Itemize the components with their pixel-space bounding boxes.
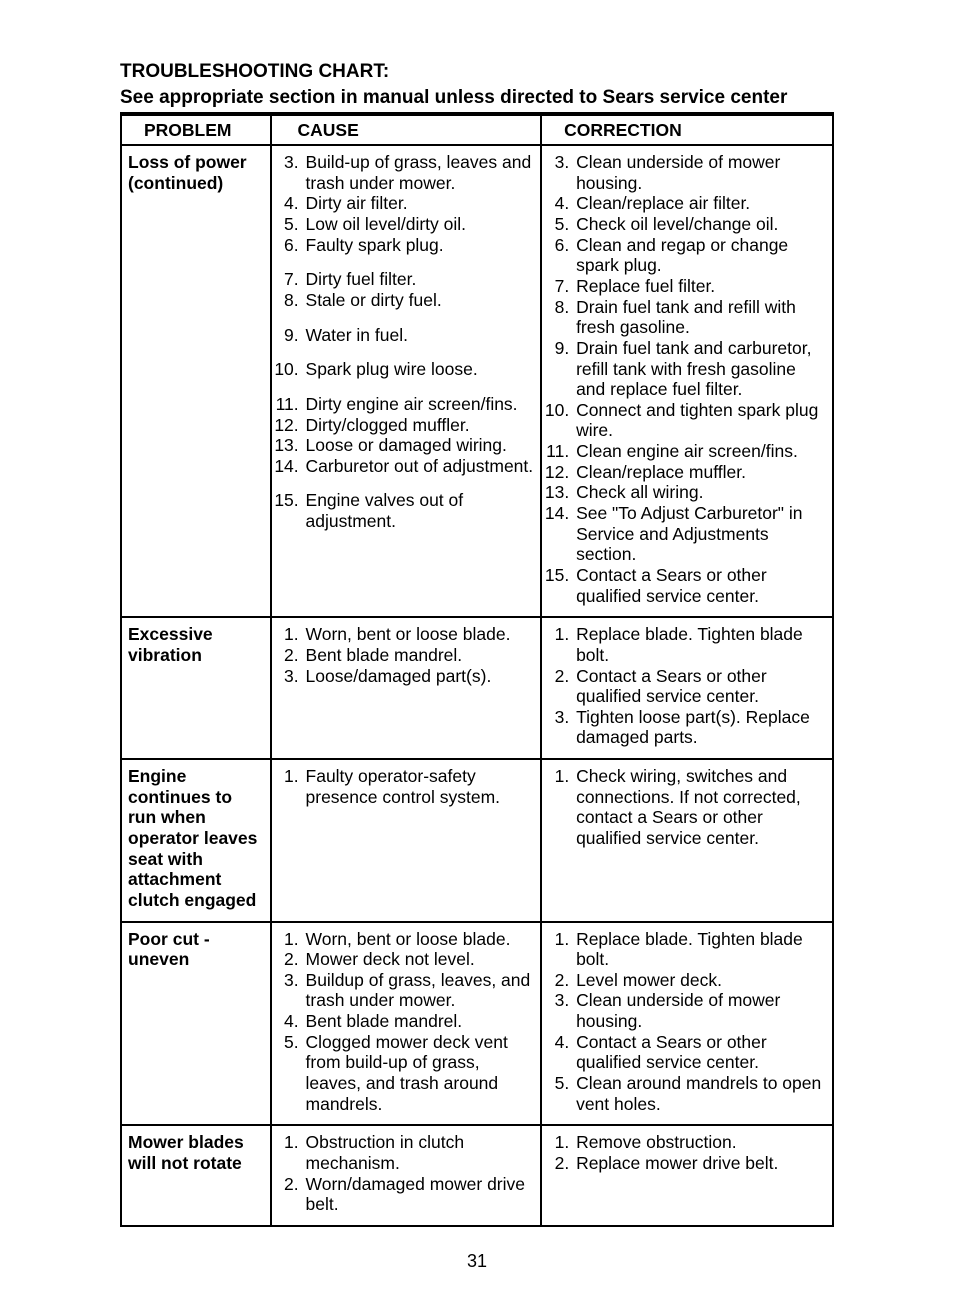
cause-item: Low oil level/dirty oil. xyxy=(304,214,535,235)
correction-item: Clean/replace muffler. xyxy=(574,462,826,483)
correction-item: Connect and tighten spark plug wire. xyxy=(574,400,826,441)
cause-item: Obstruction in clutch mechanism. xyxy=(304,1132,535,1173)
correction-item: Check oil level/change oil. xyxy=(574,214,826,235)
cause-item: Worn/damaged mower drive belt. xyxy=(304,1174,535,1215)
cause-item: Bent blade mandrel. xyxy=(304,1011,535,1032)
col-header-correction: CORRECTION xyxy=(541,115,833,146)
correction-cell: Clean underside of mower housing.Clean/r… xyxy=(541,145,833,617)
correction-item: Replace fuel filter. xyxy=(574,276,826,297)
problem-cell: Loss of power (continued) xyxy=(121,145,271,617)
cause-cell: Build-up of grass, leaves and trash unde… xyxy=(271,145,542,617)
cause-item: Carburetor out of adjustment. xyxy=(304,456,535,477)
cause-item: Spark plug wire loose. xyxy=(304,359,535,380)
table-row: Poor cut - unevenWorn, bent or loose bla… xyxy=(121,922,833,1126)
cause-item: Dirty fuel filter. xyxy=(304,269,535,290)
correction-cell: Replace blade. Tighten blade bolt.Contac… xyxy=(541,617,833,759)
problem-cell: Mower blades will not rotate xyxy=(121,1125,271,1226)
correction-item: Clean underside of mower housing. xyxy=(574,990,826,1031)
correction-item: Drain fuel tank and refill with fresh ga… xyxy=(574,297,826,338)
cause-cell: Faulty operator-safety presence control … xyxy=(271,759,542,921)
cause-item: Worn, bent or loose blade. xyxy=(304,624,535,645)
correction-cell: Remove obstruction.Replace mower drive b… xyxy=(541,1125,833,1226)
cause-cell: Worn, bent or loose blade.Mower deck not… xyxy=(271,922,542,1126)
cause-item: Dirty/clogged muffler. xyxy=(304,415,535,436)
correction-cell: Check wiring, switches and connections. … xyxy=(541,759,833,921)
cause-item: Dirty engine air screen/fins. xyxy=(304,394,535,415)
problem-cell: Excessive vibration xyxy=(121,617,271,759)
correction-item: Clean/replace air filter. xyxy=(574,193,826,214)
correction-item: Contact a Sears or other qualified servi… xyxy=(574,1032,826,1073)
table-body: Loss of power (continued) Build-up of gra… xyxy=(121,145,833,1226)
cause-item: Stale or dirty fuel. xyxy=(304,290,535,311)
cause-item: Faulty spark plug. xyxy=(304,235,535,256)
chart-title: TROUBLESHOOTING CHART: xyxy=(120,60,834,84)
table-row: Engine continues to run when operator le… xyxy=(121,759,833,921)
correction-item: Clean around mandrels to open vent holes… xyxy=(574,1073,826,1114)
correction-item: Contact a Sears or other qualified servi… xyxy=(574,565,826,606)
table-row: Excessive vibrationWorn, bent or loose b… xyxy=(121,617,833,759)
correction-item: Level mower deck. xyxy=(574,970,826,991)
cause-item: Buildup of grass, leaves, and trash unde… xyxy=(304,970,535,1011)
cause-item: Bent blade mandrel. xyxy=(304,645,535,666)
cause-item: Engine valves out of adjustment. xyxy=(304,490,535,531)
cause-cell: Worn, bent or loose blade.Bent blade man… xyxy=(271,617,542,759)
correction-cell: Replace blade. Tighten blade bolt.Level … xyxy=(541,922,833,1126)
correction-item: Check all wiring. xyxy=(574,482,826,503)
table-header-row: PROBLEM CAUSE CORRECTION xyxy=(121,115,833,146)
correction-item: Check wiring, switches and connections. … xyxy=(574,766,826,849)
correction-item: Clean and regap or change spark plug. xyxy=(574,235,826,276)
correction-item: Replace blade. Tighten blade bolt. xyxy=(574,624,826,665)
correction-item: Remove obstruction. xyxy=(574,1132,826,1153)
col-header-problem: PROBLEM xyxy=(121,115,271,146)
col-header-cause: CAUSE xyxy=(271,115,542,146)
correction-item: Contact a Sears or other qualified servi… xyxy=(574,666,826,707)
problem-cell: Engine continues to run when operator le… xyxy=(121,759,271,921)
table-row: Loss of power (continued) Build-up of gra… xyxy=(121,145,833,617)
cause-item: Mower deck not level. xyxy=(304,949,535,970)
correction-item: Clean underside of mower housing. xyxy=(574,152,826,193)
correction-item: Tighten loose part(s). Replace damaged p… xyxy=(574,707,826,748)
correction-item: Clean engine air screen/fins. xyxy=(574,441,826,462)
page-number: 31 xyxy=(120,1251,834,1272)
table-row: Mower blades will not rotateObstruction … xyxy=(121,1125,833,1226)
troubleshooting-table: PROBLEM CAUSE CORRECTION Loss of power (… xyxy=(120,114,834,1227)
chart-subtitle: See appropriate section in manual unless… xyxy=(120,86,834,114)
cause-item: Loose/damaged part(s). xyxy=(304,666,535,687)
cause-item: Faulty operator-safety presence control … xyxy=(304,766,535,807)
cause-cell: Obstruction in clutch mechanism.Worn/dam… xyxy=(271,1125,542,1226)
correction-item: Replace blade. Tighten blade bolt. xyxy=(574,929,826,970)
cause-item: Worn, bent or loose blade. xyxy=(304,929,535,950)
correction-item: Drain fuel tank and carburetor, refill t… xyxy=(574,338,826,400)
cause-item: Loose or damaged wiring. xyxy=(304,435,535,456)
cause-item: Dirty air filter. xyxy=(304,193,535,214)
correction-item: Replace mower drive belt. xyxy=(574,1153,826,1174)
cause-item: Build-up of grass, leaves and trash unde… xyxy=(304,152,535,193)
problem-cell: Poor cut - uneven xyxy=(121,922,271,1126)
correction-item: See "To Adjust Carburetor" in Service an… xyxy=(574,503,826,565)
cause-item: Water in fuel. xyxy=(304,325,535,346)
cause-item: Clogged mower deck vent from build-up of… xyxy=(304,1032,535,1115)
